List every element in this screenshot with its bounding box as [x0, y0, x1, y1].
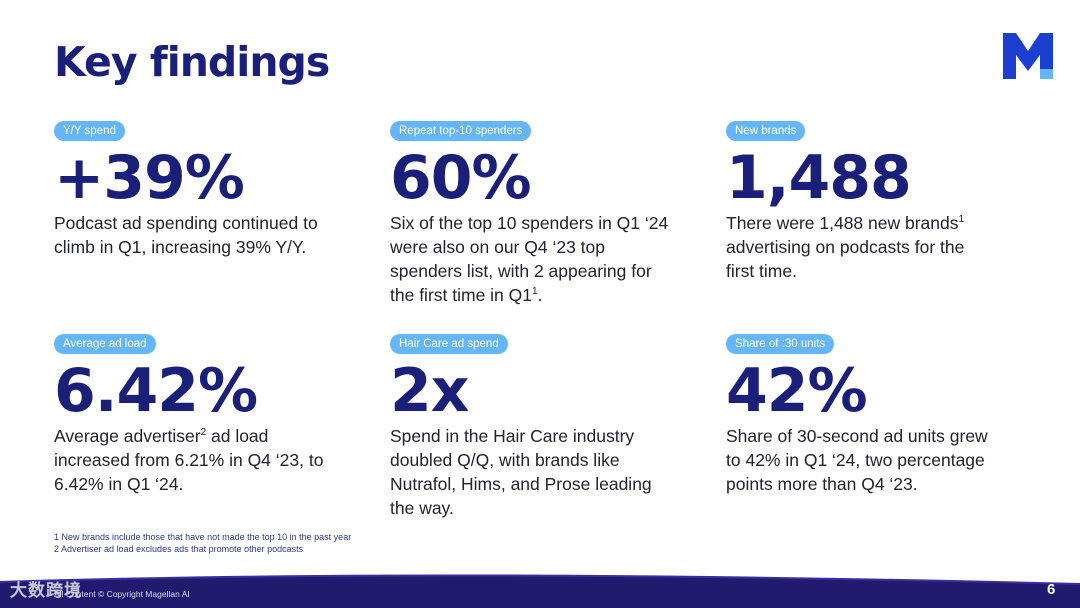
copyright-text: All Content © Copyright Magellan AI [54, 589, 190, 599]
finding-card-repeat-spenders: Repeat top-10 spenders 60% Six of the to… [390, 121, 710, 307]
description-text: the first time in Q1 [390, 285, 532, 305]
description-line: Spend in the Hair Care industry [390, 426, 635, 446]
tag-hair-care: Hair Care ad spend [390, 334, 508, 354]
tag-repeat-spenders: Repeat top-10 spenders [390, 121, 532, 141]
description-line: Share of 30-second ad units grew [726, 426, 988, 446]
description-line: Average advertiser2 ad load [54, 424, 374, 448]
stat-value-repeat-spenders: 60% [390, 143, 532, 213]
footnote-2: 2 Advertiser ad load excludes ads that p… [54, 544, 304, 554]
finding-card-new-brands: New brands 1,488 There were 1,488 new br… [726, 121, 1046, 283]
footer-band [0, 574, 1080, 608]
tag-new-brands: New brands [726, 121, 806, 141]
description-text: ad load [206, 426, 269, 446]
tag-yy-spend: Y/Y spend [54, 121, 125, 141]
stat-value-ad-load: 6.42% [54, 356, 258, 426]
footnotes: 1 New brands include those that have not… [54, 531, 351, 555]
tag-30s-units: Share of :30 units [726, 334, 835, 354]
description-line: Podcast ad spending continued to [54, 213, 318, 233]
finding-card-ad-load: Average ad load 6.42% Average advertiser… [54, 334, 374, 496]
finding-card-hair-care: Hair Care ad spend 2x Spend in the Hair … [390, 334, 710, 520]
description-line: increased from 6.21% in Q4 ‘23, to [54, 450, 324, 470]
stat-value-new-brands: 1,488 [726, 143, 912, 213]
stat-description-repeat-spenders: Six of the top 10 spenders in Q1 ‘24 wer… [390, 211, 710, 307]
footnote-1: 1 New brands include those that have not… [54, 532, 352, 542]
page-number: 6 [1047, 581, 1056, 598]
description-line: advertising on podcasts for the [726, 237, 965, 257]
finding-card-30s-units: Share of :30 units 42% Share of 30-secon… [726, 334, 1046, 496]
stat-description-yy-spend: Podcast ad spending continued to climb i… [54, 211, 374, 259]
description-line: were also on our Q4 ‘23 top [390, 237, 605, 257]
description-line: doubled Q/Q, with brands like [390, 450, 620, 470]
description-text: There were 1,488 new brands [726, 213, 959, 233]
page-title: Key findings [54, 38, 330, 86]
description-line: Six of the top 10 spenders in Q1 ‘24 [390, 213, 669, 233]
finding-card-yy-spend: Y/Y spend +39% Podcast ad spending conti… [54, 121, 374, 259]
stat-description-ad-load: Average advertiser2 ad load increased fr… [54, 424, 374, 496]
description-line: Nutrafol, Hims, and Prose leading [390, 474, 652, 494]
footnote-ref: 2 [200, 427, 207, 439]
tag-ad-load: Average ad load [54, 334, 156, 354]
description-line: the first time in Q11. [390, 283, 710, 307]
stat-value-yy-spend: +39% [54, 143, 245, 213]
description-line: first time. [726, 261, 797, 281]
footnote-ref: 1 [958, 214, 965, 226]
description-text: . [537, 285, 543, 305]
description-line: climb in Q1, increasing 39% Y/Y. [54, 237, 307, 257]
stat-value-hair-care: 2x [390, 356, 469, 426]
description-line: the way. [390, 498, 454, 518]
description-text: Average advertiser [54, 426, 201, 446]
description-line: spenders list, with 2 appearing for [390, 261, 652, 281]
description-line: to 42% in Q1 ‘24, two percentage [726, 450, 985, 470]
stat-description-30s-units: Share of 30-second ad units grew to 42% … [726, 424, 1046, 496]
description-line: There were 1,488 new brands1 [726, 211, 1046, 235]
stat-description-new-brands: There were 1,488 new brands1 advertising… [726, 211, 1046, 283]
stat-description-hair-care: Spend in the Hair Care industry doubled … [390, 424, 710, 520]
stat-value-30s-units: 42% [726, 356, 868, 426]
magellan-m-logo-icon [1003, 33, 1053, 79]
description-line: 6.42% in Q1 ‘24. [54, 474, 184, 494]
footnote-ref: 1 [532, 286, 538, 298]
description-line: points more than Q4 ‘23. [726, 474, 918, 494]
watermark: 大数跨境 [10, 581, 82, 601]
